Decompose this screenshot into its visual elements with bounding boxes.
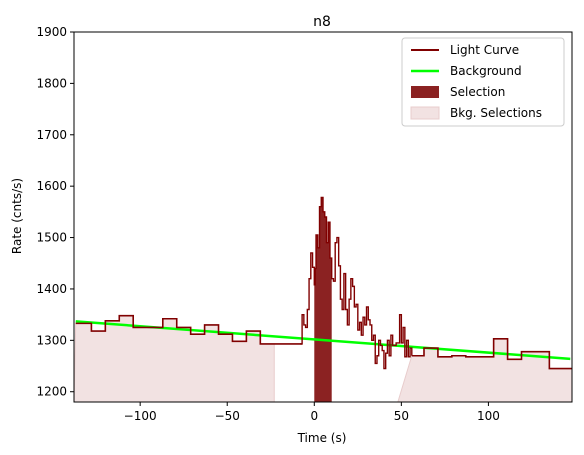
x-tick-label: 0	[310, 409, 318, 423]
x-tick-label: 50	[394, 409, 409, 423]
y-tick-label: 1200	[36, 385, 67, 399]
y-tick-label: 1300	[36, 333, 67, 347]
x-tick-label: −50	[215, 409, 240, 423]
legend-swatch-4	[410, 106, 440, 120]
legend-label-4: Bkg. Selections	[450, 106, 542, 120]
y-tick-label: 1700	[36, 128, 67, 142]
legend-swatch-3	[411, 86, 439, 98]
light-curve-burst	[300, 196, 413, 370]
plot-frame	[73, 31, 573, 403]
y-tick-label: 1400	[36, 282, 67, 296]
legend-label-3: Selection	[450, 85, 505, 99]
legend-label-2: Background	[450, 64, 522, 78]
x-axis-ticks: −100 −50 0 50 100	[124, 402, 500, 423]
x-tick-label: −100	[124, 409, 157, 423]
x-tick-label: 100	[477, 409, 500, 423]
x-axis-label: Time (s)	[297, 431, 347, 445]
y-axis-label: Rate (cnts/s)	[10, 178, 24, 254]
light-curve-layer	[75, 196, 572, 370]
chart-title: n8	[313, 14, 331, 30]
y-tick-label: 1600	[36, 179, 67, 193]
selection-layer	[314, 197, 332, 402]
y-tick-label: 1900	[36, 25, 67, 39]
selection-area	[314, 197, 332, 402]
y-axis-ticks: 1200 1300 1400 1500 1600 1700 1800 1900	[36, 25, 74, 399]
legend: Light Curve Background Selection Bkg. Selec…	[401, 37, 565, 127]
light-curve-post	[411, 337, 572, 370]
light-curve-pre	[75, 314, 303, 345]
legend-label-1: Light Curve	[450, 43, 519, 57]
y-tick-label: 1800	[36, 76, 67, 90]
legend-box	[401, 37, 565, 127]
y-tick-label: 1500	[36, 231, 67, 245]
